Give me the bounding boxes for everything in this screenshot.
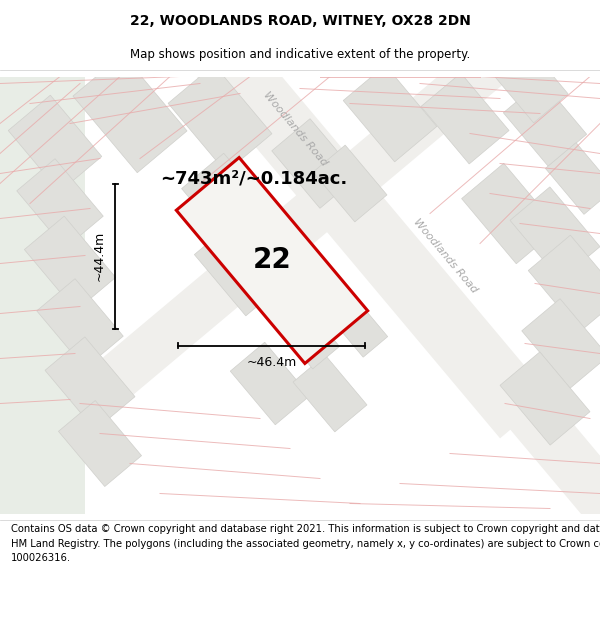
- Polygon shape: [217, 47, 600, 540]
- Text: 22: 22: [253, 246, 292, 274]
- Text: 22, WOODLANDS ROAD, WITNEY, OX28 2DN: 22, WOODLANDS ROAD, WITNEY, OX28 2DN: [130, 14, 470, 28]
- Polygon shape: [510, 187, 600, 280]
- Text: Map shows position and indicative extent of the property.: Map shows position and indicative extent…: [130, 48, 470, 61]
- Polygon shape: [272, 119, 358, 208]
- Polygon shape: [332, 300, 388, 357]
- Polygon shape: [73, 54, 187, 172]
- Polygon shape: [421, 73, 509, 164]
- Polygon shape: [93, 44, 507, 403]
- Polygon shape: [50, 0, 540, 438]
- Polygon shape: [503, 81, 587, 166]
- Polygon shape: [194, 221, 286, 316]
- Polygon shape: [281, 308, 340, 369]
- Text: Woodlands Road: Woodlands Road: [261, 89, 329, 168]
- Polygon shape: [17, 159, 103, 248]
- Text: Woodlands Road: Woodlands Road: [411, 216, 479, 294]
- Polygon shape: [58, 401, 142, 486]
- Polygon shape: [8, 95, 102, 192]
- Polygon shape: [522, 299, 600, 388]
- Polygon shape: [45, 337, 135, 430]
- Polygon shape: [461, 163, 559, 264]
- Polygon shape: [343, 65, 437, 162]
- Text: ~46.4m: ~46.4m: [247, 356, 296, 369]
- Text: Contains OS data © Crown copyright and database right 2021. This information is : Contains OS data © Crown copyright and d…: [11, 524, 600, 563]
- Polygon shape: [168, 65, 272, 173]
- Polygon shape: [545, 142, 600, 214]
- Polygon shape: [0, 76, 85, 514]
- Polygon shape: [230, 342, 310, 425]
- Polygon shape: [528, 235, 600, 332]
- Polygon shape: [500, 352, 590, 445]
- Text: ~44.4m: ~44.4m: [93, 231, 106, 281]
- Polygon shape: [492, 44, 568, 123]
- Polygon shape: [37, 279, 123, 368]
- Polygon shape: [182, 153, 278, 254]
- Polygon shape: [176, 158, 368, 364]
- Polygon shape: [293, 355, 367, 432]
- Polygon shape: [313, 145, 387, 222]
- Text: ~743m²/~0.184ac.: ~743m²/~0.184ac.: [160, 169, 347, 187]
- Polygon shape: [25, 216, 116, 311]
